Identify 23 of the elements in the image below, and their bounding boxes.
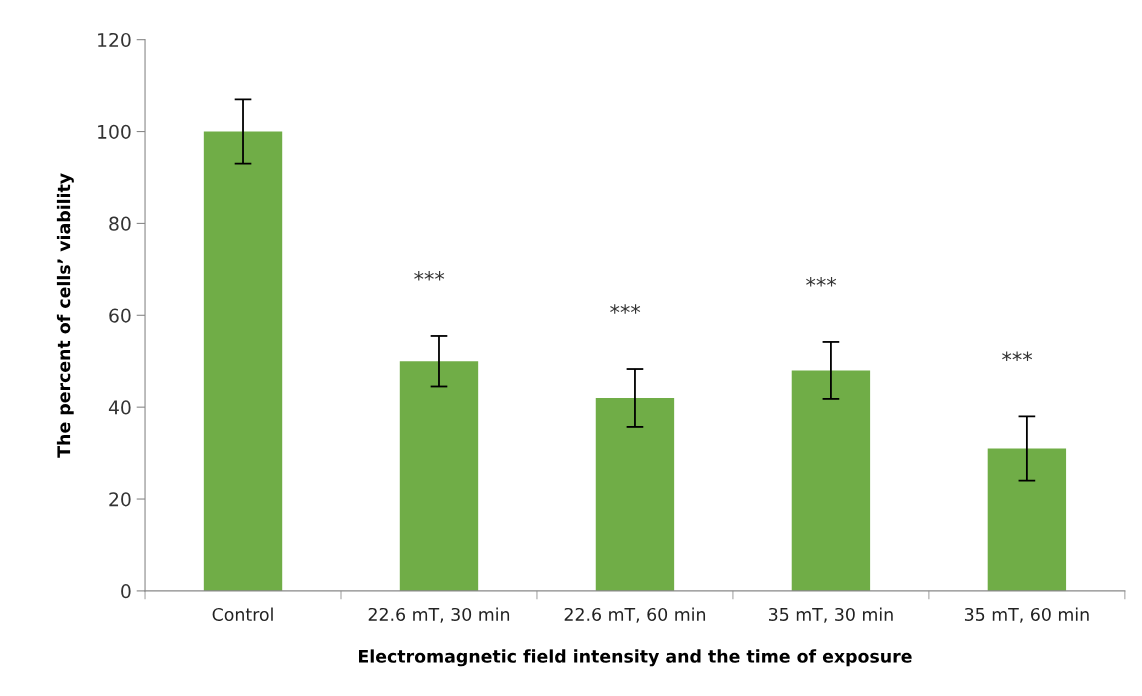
annotation: *** — [610, 304, 641, 314]
y-tick-label: 80 — [109, 216, 131, 231]
x-tick-label: 35 mT, 30 min — [768, 607, 893, 623]
bar — [399, 361, 479, 591]
y-tick-label: 100 — [98, 124, 131, 139]
x-tick-label: 35 mT, 60 min — [964, 607, 1089, 623]
y-axis-title: The percent of cells’ viability — [56, 173, 74, 458]
bar — [595, 397, 675, 591]
x-tick-label: Control — [212, 607, 273, 622]
x-tick-label: 22.6 mT, 30 min — [368, 607, 510, 623]
bar — [791, 370, 871, 591]
x-tick-label: 22.6 mT, 60 min — [564, 607, 706, 623]
y-tick-label: 40 — [108, 400, 131, 415]
annotation: *** — [1002, 351, 1033, 362]
bar — [987, 448, 1067, 591]
x-axis-title: Electromagnetic field intensity and the time of exposure — [359, 649, 912, 667]
bar — [203, 131, 283, 591]
annotation: *** — [414, 271, 445, 281]
y-tick-label: 60 — [109, 308, 131, 323]
y-tick-label: 120 — [98, 32, 131, 48]
annotation: *** — [806, 277, 837, 287]
y-tick-label: 0 — [121, 584, 131, 599]
y-tick-label: 20 — [109, 492, 131, 507]
